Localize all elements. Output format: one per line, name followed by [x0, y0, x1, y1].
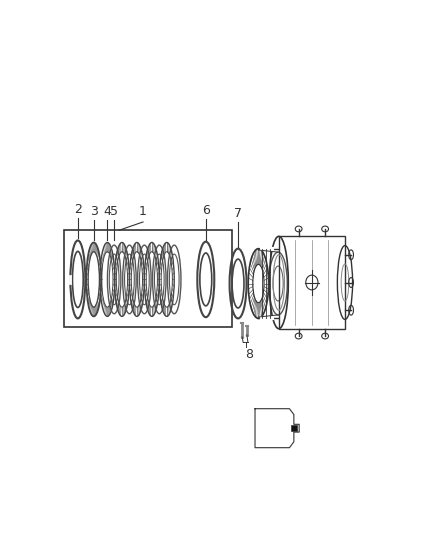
Text: 3: 3 — [90, 205, 98, 218]
Bar — [279, 236, 345, 329]
Text: 5: 5 — [110, 205, 118, 218]
Polygon shape — [291, 425, 297, 431]
Text: 8: 8 — [246, 348, 254, 361]
Text: 7: 7 — [234, 207, 242, 220]
Bar — [64, 230, 232, 327]
Text: 1: 1 — [139, 205, 147, 218]
Text: 6: 6 — [202, 204, 210, 217]
Text: 2: 2 — [74, 203, 82, 216]
Text: 4: 4 — [103, 205, 111, 218]
